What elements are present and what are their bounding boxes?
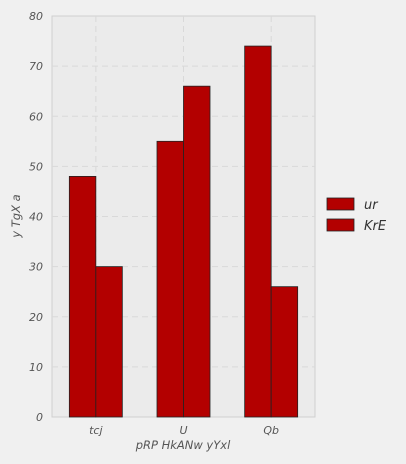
y-tick-labels: 0 10 20 30 40 50 60 70 80 [29, 10, 43, 424]
y-tick-label: 40 [29, 211, 43, 224]
y-tick-label: 60 [29, 110, 43, 123]
y-tick-label: 20 [29, 311, 43, 324]
legend: ur KrE [327, 198, 387, 234]
bar-ur-Qb [245, 46, 272, 417]
y-tick-label: 30 [29, 261, 43, 274]
bar-KrE-U [184, 86, 211, 417]
bar-ur-U [157, 141, 184, 417]
x-tick-labels: tcj U Qb [89, 424, 279, 437]
bar-KrE-tcj [96, 267, 123, 417]
y-tick-label: 50 [29, 160, 43, 173]
y-axis-label: y TgX a [9, 194, 23, 238]
y-tick-label: 10 [29, 361, 43, 374]
x-tick-label: tcj [89, 424, 103, 437]
bar-KrE-Qb [271, 287, 298, 417]
legend-swatch-ur [327, 198, 354, 210]
x-tick-label: Qb [263, 424, 279, 437]
x-axis-label: pRP HkANw yYxl [135, 438, 231, 452]
bar-ur-tcj [69, 176, 96, 417]
legend-label-ur: ur [364, 198, 379, 213]
x-tick-label: U [179, 424, 187, 437]
y-tick-label: 0 [36, 411, 43, 424]
y-tick-label: 70 [29, 60, 43, 73]
legend-swatch-KrE [327, 219, 354, 231]
y-tick-label: 80 [29, 10, 43, 23]
legend-label-KrE: KrE [364, 219, 387, 234]
